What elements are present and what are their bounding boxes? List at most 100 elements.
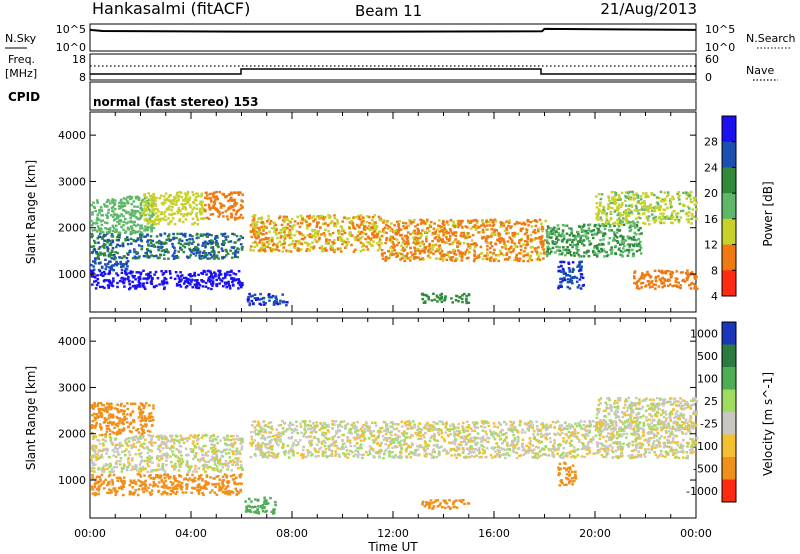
data-cell: [129, 481, 133, 484]
data-cell: [149, 493, 153, 496]
data-cell: [279, 229, 283, 232]
data-cell: [650, 213, 654, 216]
data-cell: [132, 442, 136, 446]
data-cell: [625, 214, 628, 217]
data-cell: [565, 232, 569, 235]
data-cell: [134, 464, 138, 467]
data-cell: [118, 256, 121, 259]
data-cell: [205, 191, 208, 194]
data-cell: [361, 245, 364, 248]
data-cell: [200, 195, 203, 198]
data-cell: [209, 274, 213, 278]
data-cell: [147, 192, 150, 195]
data-cell: [688, 211, 691, 214]
data-cell: [447, 255, 451, 258]
data-cell: [143, 194, 147, 197]
data-cell: [624, 196, 628, 199]
data-cell: [633, 277, 636, 280]
data-cell: [129, 479, 133, 482]
data-cell: [395, 238, 399, 241]
data-cell: [460, 253, 464, 257]
data-cell: [114, 199, 117, 202]
data-cell: [194, 455, 197, 459]
data-cell: [587, 255, 591, 258]
data-cell: [111, 254, 114, 257]
data-cell: [202, 207, 205, 211]
data-cell: [172, 491, 175, 494]
data-cell: [443, 296, 447, 300]
data-cell: [469, 227, 473, 230]
data-cell: [208, 277, 211, 281]
data-cell: [210, 443, 213, 446]
data-cell: [290, 236, 293, 239]
data-cell: [599, 217, 602, 221]
data-cell: [461, 294, 464, 297]
data-cell: [662, 200, 665, 203]
data-cell: [103, 420, 107, 424]
data-cell: [671, 195, 674, 198]
data-cell: [194, 464, 197, 468]
data-cell: [145, 251, 148, 255]
data-cell: [138, 282, 142, 285]
data-cell: [467, 232, 470, 235]
data-cell: [170, 213, 173, 217]
data-cell: [231, 279, 235, 282]
data-cell: [151, 212, 155, 215]
data-cell: [678, 198, 681, 201]
data-cell: [598, 204, 602, 207]
data-cell: [499, 240, 502, 243]
data-cell: [128, 287, 131, 291]
data-cell: [230, 277, 233, 280]
data-cell: [136, 428, 140, 431]
data-cell: [615, 236, 619, 239]
data-cell: [532, 230, 535, 234]
data-cell: [132, 426, 135, 429]
data-cell: [191, 191, 194, 194]
data-cell: [297, 239, 301, 242]
data-cell: [373, 234, 376, 237]
data-cell: [207, 287, 210, 290]
data-cell: [617, 248, 621, 251]
data-cell: [237, 278, 240, 281]
data-cell: [188, 247, 191, 251]
data-cell: [111, 235, 115, 238]
data-cell: [572, 276, 575, 279]
data-cell: [134, 466, 138, 469]
data-cell: [183, 478, 186, 481]
data-cell: [626, 248, 629, 252]
data-cell: [90, 219, 93, 223]
data-cell: [110, 491, 113, 494]
data-cell: [147, 213, 150, 216]
data-cell: [194, 446, 197, 449]
data-cell: [191, 235, 194, 238]
data-cell: [397, 223, 400, 226]
data-cell: [90, 424, 94, 427]
data-cell: [348, 221, 352, 224]
data-cell: [213, 271, 216, 274]
data-cell: [197, 286, 201, 290]
data-cell: [658, 215, 661, 219]
data-cell: [99, 479, 102, 482]
data-cell: [268, 296, 272, 299]
data-cell: [302, 237, 305, 241]
data-cell: [197, 490, 201, 493]
data-cell: [149, 449, 152, 452]
data-cell: [628, 211, 631, 215]
data-cell: [144, 467, 147, 470]
data-cell: [130, 232, 133, 235]
data-cell: [165, 459, 168, 462]
data-cell: [605, 212, 608, 215]
data-cell: [119, 457, 123, 460]
data-cell: [203, 243, 207, 246]
data-cell: [558, 269, 561, 273]
data-cell: [611, 198, 614, 201]
data-cell: [90, 269, 93, 272]
data-cell: [413, 255, 416, 259]
data-cell: [416, 242, 420, 245]
data-cell: [149, 239, 152, 242]
data-cell: [295, 230, 299, 233]
data-cell: [689, 283, 693, 286]
data-cell: [166, 250, 170, 254]
data-cell: [431, 244, 435, 247]
data-cell: [105, 265, 108, 268]
